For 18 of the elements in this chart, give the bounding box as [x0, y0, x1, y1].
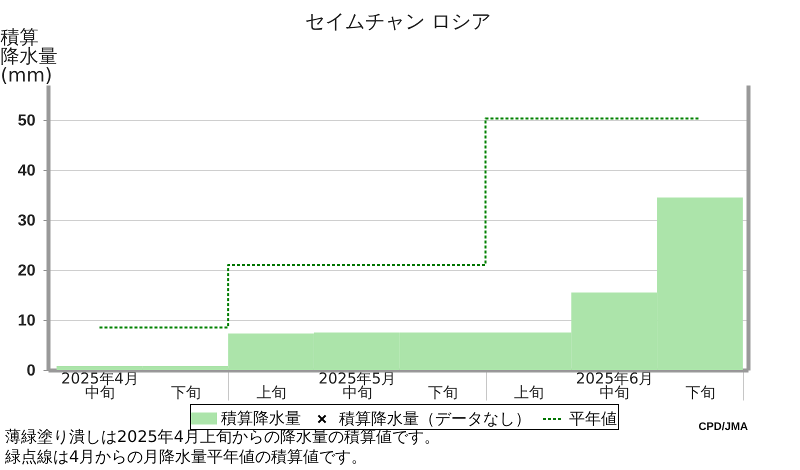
legend-label: 積算降水量（データなし）: [339, 409, 531, 428]
x-tick-label: 上旬: [256, 384, 287, 402]
y-tick-label: 50: [18, 112, 36, 130]
text: CPD/JMA: [698, 421, 748, 433]
y-axis-title: 積算降水量(mm): [0, 26, 58, 86]
text: 緑点線は4月からの月降水量平年値の積算値です。: [4, 447, 368, 466]
chart-title: セイムチャン ロシア: [304, 9, 492, 33]
y-tick-label: 20: [18, 262, 36, 280]
x-tick-label: 下旬: [170, 384, 201, 402]
legend-label: 積算降水量: [221, 408, 301, 428]
legend-label: 平年値: [569, 409, 617, 428]
x-tick-label: 下旬: [685, 384, 716, 402]
y-tick-label: 0: [26, 362, 36, 380]
y-tick-label: 30: [18, 212, 36, 230]
x-tick-label: 下旬: [428, 384, 458, 402]
y-tick-label: 40: [18, 162, 36, 180]
x-tick-label: 上旬: [514, 384, 544, 402]
y-tick-label: 10: [18, 312, 36, 330]
